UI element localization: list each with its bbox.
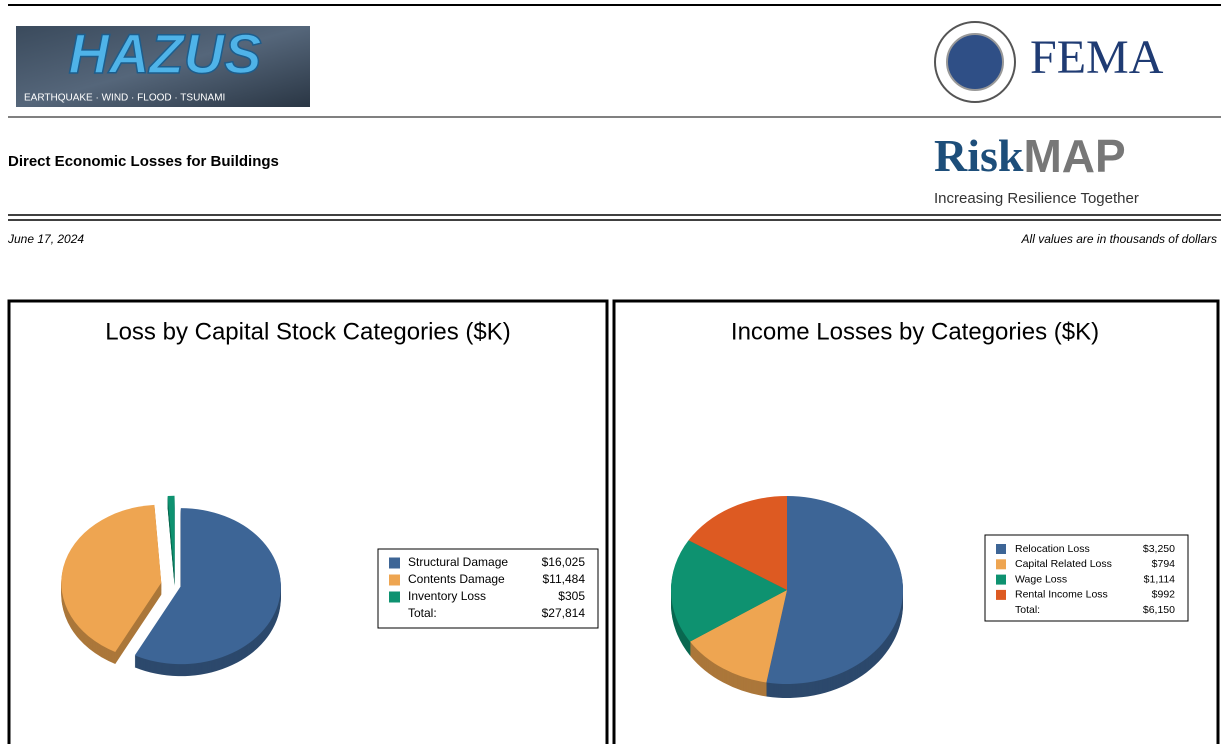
legend-value: $305 — [558, 589, 585, 603]
hazus-bg — [16, 26, 310, 107]
legend-value: $11,484 — [543, 572, 586, 586]
legend-value: $992 — [1152, 589, 1176, 601]
riskmap-tagline: Increasing Resilience Together — [934, 190, 1139, 207]
chart-panel — [7, 299, 609, 744]
pie-slice — [167, 495, 175, 574]
legend-label: Inventory Loss — [408, 589, 486, 603]
legend-swatch — [996, 559, 1006, 570]
chart-panel — [612, 299, 1220, 744]
legend-label: Rental Income Loss — [1015, 589, 1108, 601]
legend-label: Wage Loss — [1015, 573, 1067, 585]
legend-total-value: $6,150 — [1143, 604, 1175, 616]
report-title: Direct Economic Losses for Buildings — [8, 153, 279, 170]
legend-value: $3,250 — [1143, 543, 1175, 555]
pie-slice — [134, 508, 281, 665]
legend-swatch — [996, 589, 1006, 600]
legend-swatch — [389, 557, 400, 569]
legend-box — [377, 548, 599, 629]
riskmap-risk: Risk — [934, 130, 1024, 181]
pie-slice — [690, 590, 787, 683]
dhs-seal-inner — [946, 33, 1004, 91]
pie-slice — [766, 496, 904, 684]
riskmap-logo: RiskMAP — [934, 130, 1126, 183]
chart-title: Income Losses by Categories ($K) — [731, 318, 1099, 345]
pie-slice — [688, 496, 787, 590]
pie-slice — [61, 504, 162, 652]
legend-swatch — [389, 574, 400, 586]
hazus-title: HAZUS — [69, 22, 262, 85]
fema-logo: FEMA — [934, 21, 1164, 103]
legend-swatch — [996, 574, 1006, 585]
chart-title: Loss by Capital Stock Categories ($K) — [105, 318, 511, 345]
hazus-logo: HAZUS EARTHQUAKE · WIND · FLOOD · TSUNAM… — [16, 21, 310, 107]
legend-label: Capital Related Loss — [1015, 558, 1112, 570]
legend-label: Contents Damage — [408, 572, 505, 586]
pie-slice — [671, 540, 787, 642]
legend-total-value: $27,814 — [542, 606, 586, 620]
report-date: June 17, 2024 — [7, 232, 84, 246]
hazus-subtitle: EARTHQUAKE · WIND · FLOOD · TSUNAMI — [24, 93, 225, 104]
legend-swatch — [996, 544, 1006, 554]
legend-value: $16,025 — [542, 555, 586, 569]
fema-text: FEMA — [1030, 31, 1164, 84]
legend-total-label: Total: — [1015, 604, 1040, 616]
legend-value: $794 — [1152, 558, 1176, 570]
legend-box — [984, 534, 1189, 622]
legend-label: Relocation Loss — [1015, 543, 1090, 555]
legend-swatch — [389, 591, 400, 603]
legend-label: Structural Damage — [408, 555, 508, 569]
units-note: All values are in thousands of dollars — [1021, 232, 1217, 246]
riskmap-map: MAP — [1023, 130, 1125, 182]
legend-total-label: Total: — [408, 606, 437, 620]
legend-value: $1,114 — [1144, 573, 1175, 585]
